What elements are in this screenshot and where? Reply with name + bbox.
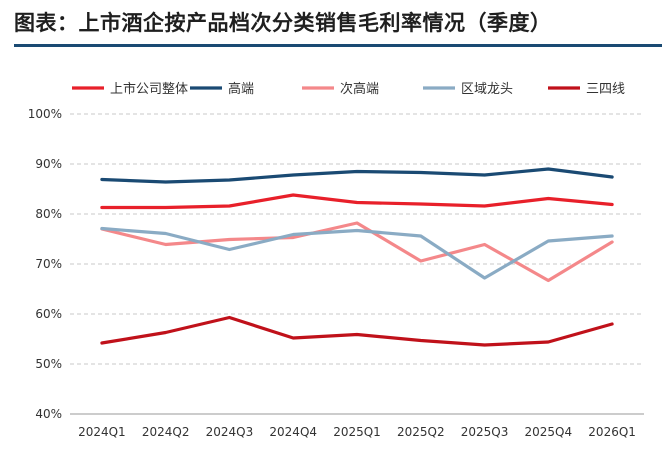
x-tick-label-2024Q2: 2024Q2 (142, 425, 190, 439)
series-line-3 (100, 226, 614, 280)
chart-title: 图表：上市酒企按产品档次分类销售毛利率情况（季度） (14, 11, 552, 35)
legend-label-3: 区域龙头 (461, 82, 513, 97)
y-tick-label-50: 50% (35, 357, 62, 371)
y-tick-label-90: 90% (35, 157, 62, 171)
x-tick-label-2026Q1: 2026Q1 (588, 425, 636, 439)
legend-label-2: 次高端 (340, 81, 379, 97)
legend-label-4: 三四线 (586, 82, 625, 97)
title-underline (14, 44, 662, 47)
series-line-4 (100, 315, 614, 347)
x-tick-label-2025Q4: 2025Q4 (525, 425, 573, 439)
y-tick-label-70: 70% (35, 257, 62, 271)
x-tick-label-2024Q3: 2024Q3 (206, 425, 254, 439)
x-tick-label-2024Q1: 2024Q1 (78, 425, 126, 439)
y-tick-label-60: 60% (35, 307, 62, 321)
x-tick-label-2025Q3: 2025Q3 (461, 425, 509, 439)
x-tick-label-2025Q1: 2025Q1 (333, 425, 381, 439)
chart-area: 40% 50% 60% 70% 80% 90% 100% 2024Q1 2024Q2 2024Q3… (0, 52, 672, 450)
series-line-2 (100, 221, 614, 283)
series-line-1 (100, 167, 614, 184)
title-bar: 图表：上市酒企按产品档次分类销售毛利率情况（季度） (0, 0, 672, 47)
legend-label-1: 高端 (228, 81, 254, 97)
y-tick-label-40: 40% (35, 407, 62, 421)
series-line-0 (100, 193, 614, 210)
legend-label-0: 上市公司整体 (110, 81, 188, 97)
x-tick-label-2025Q2: 2025Q2 (397, 425, 445, 439)
x-tick-label-2024Q4: 2024Q4 (269, 425, 317, 439)
y-tick-label-100: 100% (28, 107, 62, 121)
line-chart: 40% 50% 60% 70% 80% 90% 100% 2024Q1 2024Q2 2024Q3… (28, 81, 644, 439)
y-tick-label-80: 80% (35, 207, 62, 221)
